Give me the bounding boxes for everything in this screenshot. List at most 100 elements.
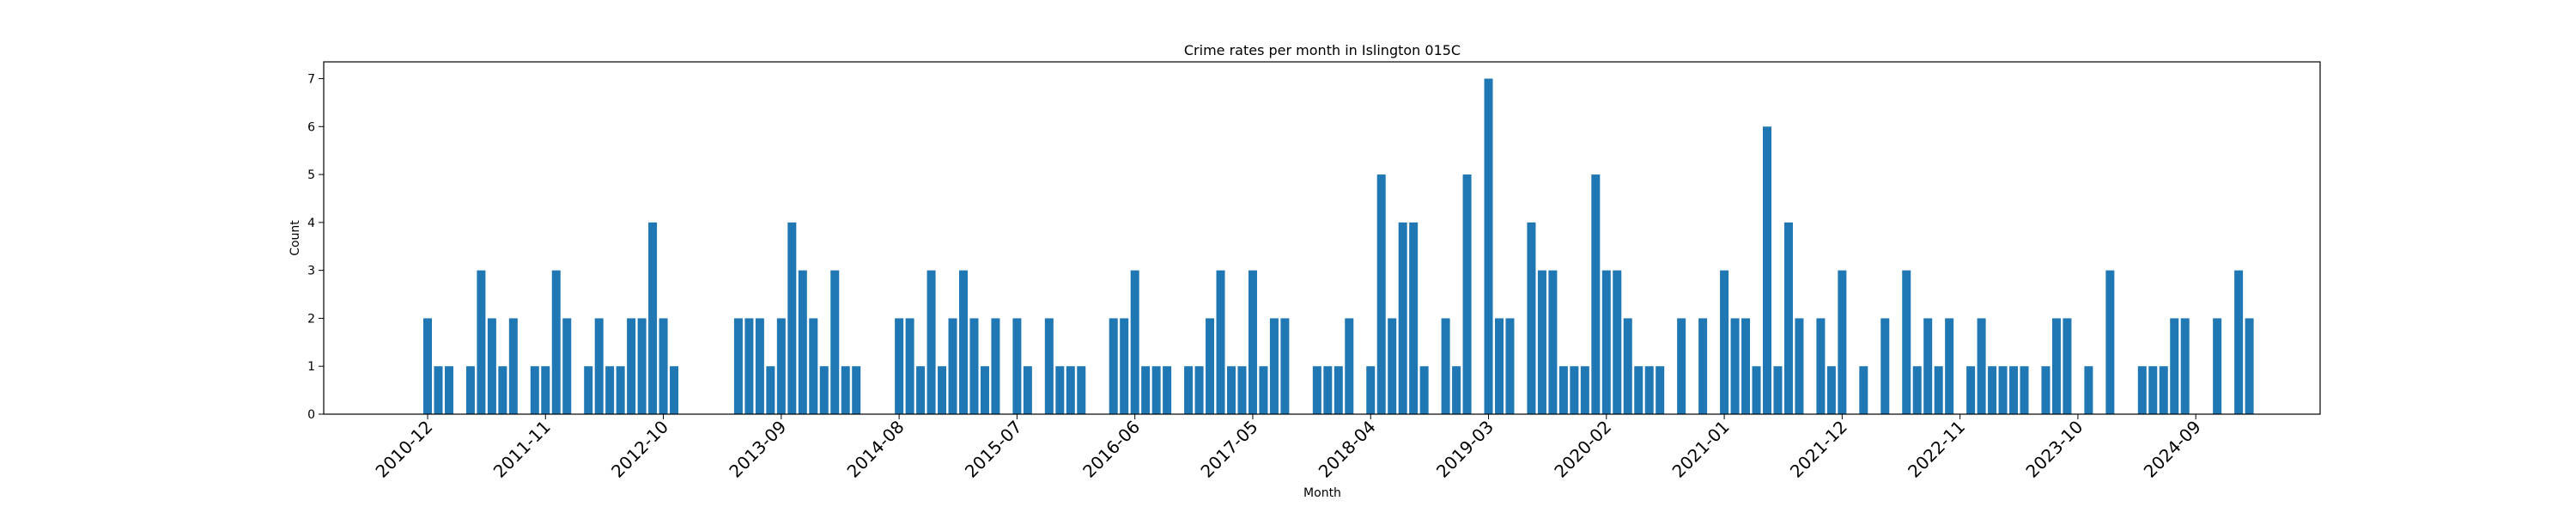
bar (1623, 318, 1632, 414)
bar (1741, 318, 1751, 414)
bar (1398, 222, 1407, 414)
bar (434, 366, 443, 414)
bar (969, 318, 979, 414)
bar (1334, 366, 1343, 414)
bar (787, 222, 797, 414)
bar (1066, 366, 1075, 414)
x-tick-label: 2018-04 (1315, 417, 1380, 482)
bar (1194, 366, 1204, 414)
x-tick-label: 2019-03 (1432, 417, 1498, 482)
bar (1012, 318, 1022, 414)
bar (1795, 318, 1804, 414)
bar (938, 366, 947, 414)
x-tick-label: 2012-10 (607, 417, 672, 482)
bar (1130, 270, 1139, 414)
x-axis-label: Month (1303, 486, 1341, 500)
bar (1206, 318, 1215, 414)
bar (1248, 270, 1257, 414)
bar (2041, 366, 2050, 414)
bar (498, 366, 507, 414)
bar (959, 270, 968, 414)
x-tick-label: 2015-07 (961, 417, 1026, 482)
x-tick-label: 2020-02 (1550, 417, 1615, 482)
bar (1216, 270, 1225, 414)
bar (1141, 366, 1151, 414)
bars-group (423, 78, 2254, 415)
bar (1644, 366, 1654, 414)
x-tick-label: 2022-11 (1904, 417, 1969, 482)
bar (2051, 318, 2061, 414)
bar (1730, 318, 1740, 414)
bar (1923, 318, 1933, 414)
bar (627, 318, 636, 414)
bar (1601, 270, 1611, 414)
bar (465, 366, 475, 414)
bar (1077, 366, 1086, 414)
bar (1345, 318, 1354, 414)
bar (841, 366, 850, 414)
bar (444, 366, 453, 414)
y-tick-label: 6 (307, 120, 315, 134)
bar (1773, 366, 1783, 414)
bar (2148, 366, 2158, 414)
bar (852, 366, 861, 414)
x-tick-label: 2011-11 (489, 417, 555, 482)
bar (1280, 318, 1290, 414)
bar (1698, 318, 1708, 414)
bar (605, 366, 615, 414)
bar (830, 270, 840, 414)
bar (776, 318, 786, 414)
y-tick-label: 5 (307, 168, 315, 182)
bar (1580, 366, 1589, 414)
y-tick-label: 2 (307, 312, 315, 326)
bar (1763, 126, 1771, 414)
bar (1184, 366, 1194, 414)
bar (1269, 318, 1279, 414)
x-tick-label: 2021-12 (1786, 417, 1851, 482)
bar (1505, 318, 1515, 414)
bar (1023, 366, 1032, 414)
bar (1163, 366, 1172, 414)
x-tick-label: 2016-06 (1078, 417, 1144, 482)
y-axis-label: Count (289, 220, 302, 256)
bar (616, 366, 625, 414)
bar (423, 318, 432, 414)
bar (2245, 318, 2254, 414)
bar (551, 270, 561, 414)
bar (1537, 270, 1546, 414)
bar (637, 318, 647, 414)
bar (819, 366, 829, 414)
bar (2137, 366, 2147, 414)
bar (562, 318, 572, 414)
bar (1591, 174, 1601, 414)
bar (1366, 366, 1376, 414)
bar (1838, 270, 1847, 414)
bar (1613, 270, 1622, 414)
y-tick-label: 0 (307, 408, 315, 422)
plot-frame (323, 61, 2321, 415)
bar (659, 318, 668, 414)
bar (1452, 366, 1461, 414)
bar (1880, 318, 1890, 414)
bar (2084, 366, 2093, 414)
y-tick-label: 1 (307, 360, 315, 374)
bar (487, 318, 496, 414)
bar (1752, 366, 1761, 414)
bar (905, 318, 914, 414)
bar (1259, 366, 1268, 414)
bar (2105, 270, 2115, 414)
bar (809, 318, 818, 414)
bar (1998, 366, 2008, 414)
bar (594, 318, 604, 414)
x-axis: 2010-12 2011-11 2012-10 2013-09 2014-08 2015-… (371, 414, 2205, 482)
x-tick-label: 2017-05 (1196, 417, 1261, 482)
bar (1816, 318, 1826, 414)
bar (648, 222, 658, 414)
bar (991, 318, 1000, 414)
bar (477, 270, 486, 414)
x-tick-label: 2021-01 (1668, 417, 1734, 482)
bar (1783, 222, 1793, 414)
bar (2020, 366, 2029, 414)
